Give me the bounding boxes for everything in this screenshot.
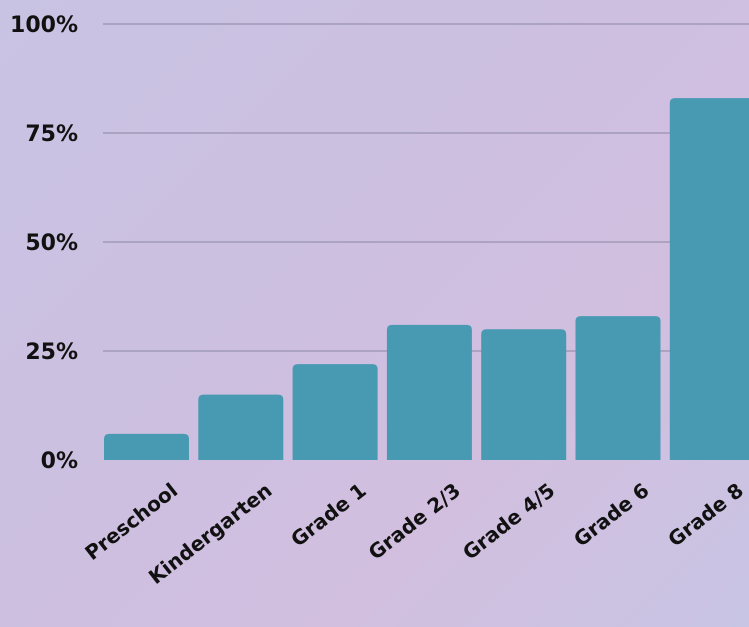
gridlines: [103, 23, 749, 352]
x-tick-label: Grade 6: [569, 478, 654, 551]
y-tick-label: 75%: [25, 122, 78, 147]
bar-grade-1: [292, 364, 378, 460]
x-tick-label: Grade 1: [286, 478, 371, 551]
y-axis-ticks: 0% 25% 50% 75% 100%: [10, 13, 78, 474]
bars: [104, 98, 749, 460]
y-tick-label: 50%: [25, 231, 78, 256]
y-tick-label: 25%: [25, 340, 78, 365]
x-tick-label: Grade 8: [663, 478, 748, 551]
x-tick-label: Grade 2/3: [364, 478, 465, 564]
bar-kindergarten: [198, 394, 284, 460]
y-tick-label: 100%: [10, 13, 78, 38]
bar-grade-6: [575, 316, 661, 460]
bar-grade-8: [669, 98, 749, 460]
bar-grade-2-3: [386, 324, 472, 460]
bar-preschool: [104, 433, 189, 460]
bar-grade-4-5: [481, 329, 567, 460]
x-tick-label: Grade 4/5: [458, 478, 559, 564]
y-tick-label: 0%: [41, 449, 78, 474]
